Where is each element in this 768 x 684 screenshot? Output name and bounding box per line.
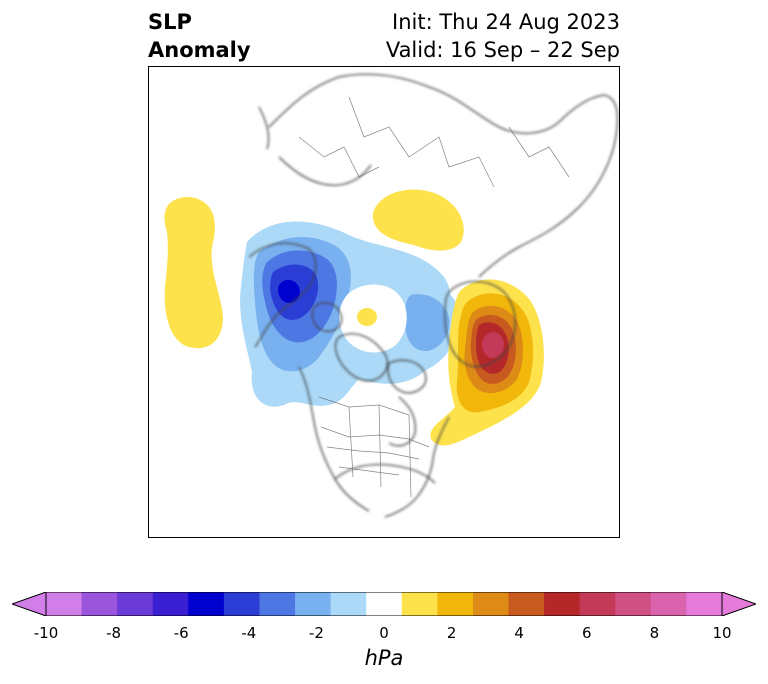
colorbar-tick-label: -4 — [241, 624, 257, 642]
colorbar-segment — [46, 592, 83, 616]
title-anomaly: Anomaly — [148, 38, 251, 62]
positive-anomaly-pacific — [164, 197, 223, 349]
map-panel — [148, 66, 620, 538]
political-borders — [298, 96, 570, 498]
colorbar-segment — [401, 592, 438, 616]
colorbar-under-extension — [12, 592, 47, 616]
init-date: Init: Thu 24 Aug 2023 — [392, 10, 620, 34]
colorbar-ticks: -10 -8 -6 -4 -2 0 2 4 6 8 10 — [0, 624, 768, 644]
colorbar-unit: hPa — [364, 646, 404, 670]
colorbar-segment — [544, 592, 581, 616]
colorbar-segment — [295, 592, 332, 616]
colorbar-segment — [223, 592, 260, 616]
colorbar-segment — [508, 592, 545, 616]
negative-anomaly-6 — [278, 279, 300, 303]
slp-anomaly-map — [164, 73, 619, 518]
colorbar-segment — [366, 592, 403, 616]
colorbar-segment — [117, 592, 154, 616]
colorbar-tick-label: 2 — [446, 624, 457, 642]
colorbar-segment — [330, 592, 367, 616]
colorbar-segment — [579, 592, 616, 616]
colorbar-tick-label: -10 — [33, 624, 59, 642]
colorbar-segment — [188, 592, 225, 616]
positive-anomaly-siberia — [372, 189, 464, 251]
positive-anomaly-atlantic-max — [482, 332, 504, 358]
colorbar — [12, 592, 756, 616]
colorbar-outline — [45, 592, 723, 616]
colorbar-segment — [437, 592, 474, 616]
plot-title: SLP Anomaly — [148, 8, 251, 64]
colorbar-segment — [259, 592, 296, 616]
colorbar-segment — [472, 592, 510, 616]
colorbar-segment — [615, 592, 652, 616]
colorbar-segment — [81, 592, 118, 616]
colorbar-over-extension — [721, 592, 756, 616]
colorbar-tick-label: -6 — [173, 624, 189, 642]
valid-range: Valid: 16 Sep – 22 Sep — [385, 38, 620, 62]
colorbar-segment — [686, 592, 723, 616]
title-variable: SLP — [148, 10, 192, 34]
colorbar-segment — [152, 592, 189, 616]
colorbar-tick-label: 4 — [514, 624, 524, 642]
positive-anomaly-arctic — [357, 308, 377, 326]
plot-dates: Init: Thu 24 Aug 2023 Valid: 16 Sep – 22… — [386, 8, 620, 64]
colorbar-segments — [46, 592, 723, 616]
colorbar-tick-label: -8 — [106, 624, 122, 642]
anomaly-fill — [164, 189, 544, 446]
coastlines — [248, 73, 619, 518]
colorbar-tick-label: 8 — [649, 624, 660, 642]
colorbar-tick-label: -2 — [308, 624, 324, 642]
colorbar-tick-label: 10 — [712, 624, 732, 642]
colorbar-segment — [650, 592, 687, 616]
negative-anomaly-east-2 — [405, 294, 450, 352]
colorbar-tick-label: 0 — [379, 624, 389, 642]
colorbar-tick-label: 6 — [582, 624, 592, 642]
